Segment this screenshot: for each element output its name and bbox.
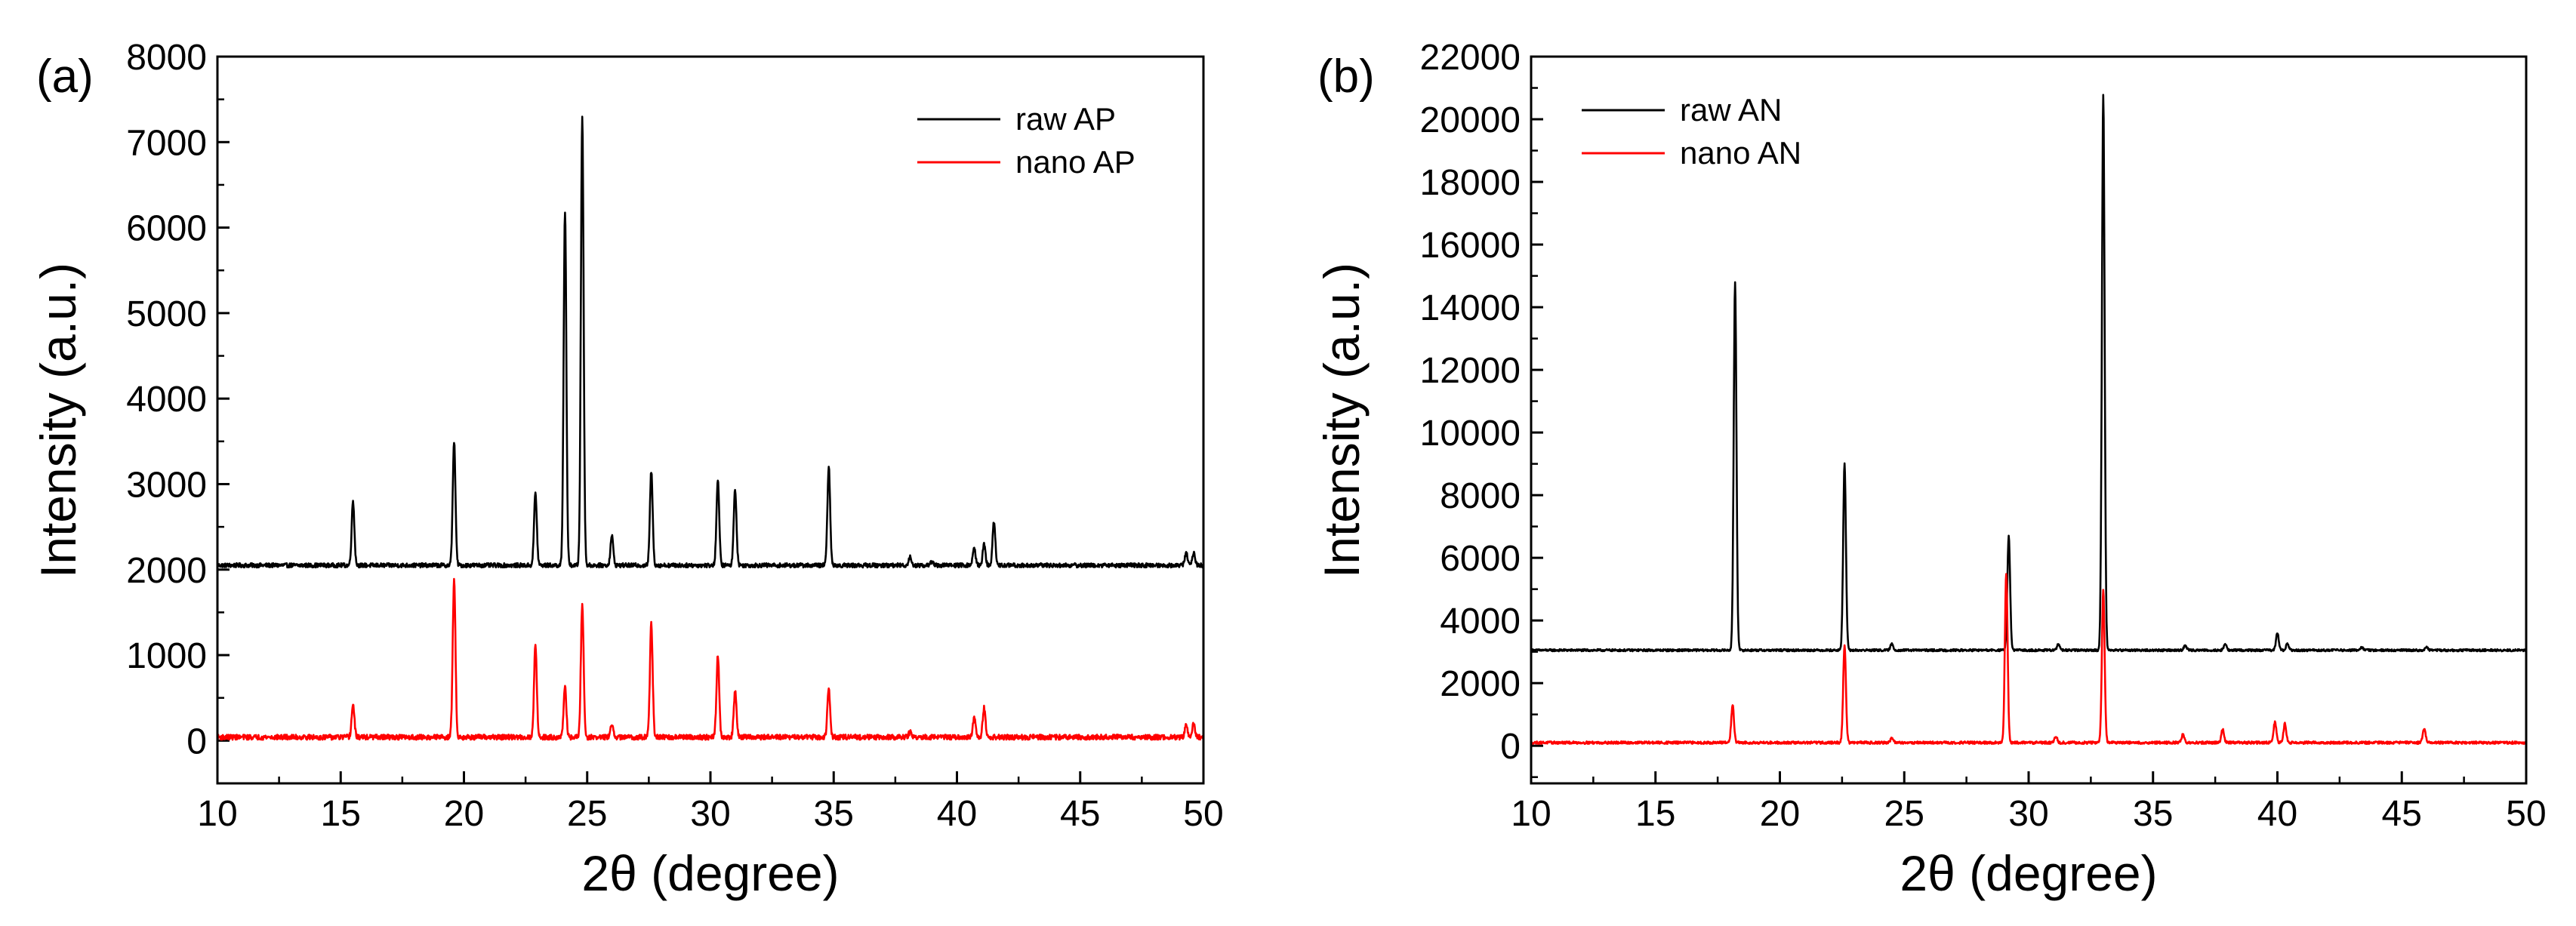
- legend-label-nano-an: nano AN: [1680, 135, 1801, 171]
- y-tick-label: 6000: [126, 209, 207, 249]
- panel-a-x-tick-labels: 10 15 20 25 30 35 40 45 50: [197, 794, 1223, 834]
- y-tick-label: 18000: [1420, 163, 1521, 203]
- x-tick-label: 45: [1060, 794, 1100, 834]
- y-tick-label: 5000: [126, 294, 207, 334]
- series-line-raw-an: [1530, 94, 2527, 653]
- x-tick-label: 45: [2382, 794, 2422, 834]
- x-tick-label: 25: [1884, 794, 1924, 834]
- y-tick-label: 8000: [1440, 476, 1521, 516]
- x-tick-label: 15: [1635, 794, 1675, 834]
- y-tick-label: 12000: [1420, 351, 1521, 391]
- y-tick-label: 3000: [126, 465, 207, 505]
- x-tick-label: 25: [567, 794, 607, 834]
- panel-b: (b) 0 2000 4000 6000 8000 10000 12000 14000 1600…: [1314, 38, 2547, 901]
- y-tick-label: 20000: [1420, 100, 1521, 140]
- panel-a-y-axis-title: Intensity (a.u.): [30, 263, 86, 578]
- panel-a-x-axis-title: 2θ (degree): [581, 845, 839, 901]
- x-tick-label: 40: [2257, 794, 2297, 834]
- x-tick-label: 50: [1183, 794, 1223, 834]
- x-tick-label: 50: [2506, 794, 2546, 834]
- legend-label-raw-ap: raw AP: [1015, 101, 1116, 137]
- y-tick-label: 4000: [1440, 601, 1521, 641]
- legend-label-nano-ap: nano AP: [1015, 144, 1135, 180]
- panel-b-legend: raw AN nano AN: [1582, 92, 1801, 171]
- panel-a: (a) 0 1000 2000 3000 4000 5000 6000 7000 8000 10…: [30, 38, 1224, 901]
- panel-b-label: (b): [1317, 51, 1375, 103]
- x-tick-label: 15: [321, 794, 361, 834]
- y-tick-label: 2000: [126, 551, 207, 591]
- y-tick-label: 6000: [1440, 539, 1521, 579]
- y-tick-label: 22000: [1420, 38, 1521, 78]
- x-tick-label: 40: [937, 794, 977, 834]
- x-tick-label: 30: [690, 794, 730, 834]
- panel-b-frame: [1530, 55, 2528, 785]
- panel-a-label: (a): [36, 51, 94, 103]
- y-tick-label: 2000: [1440, 664, 1521, 704]
- x-tick-label: 10: [1511, 794, 1551, 834]
- y-tick-label: 0: [186, 721, 207, 761]
- series-line-nano-an: [1530, 573, 2528, 745]
- series-line-nano-ap: [216, 577, 1205, 741]
- x-tick-label: 20: [1760, 794, 1800, 834]
- y-tick-label: 10000: [1420, 414, 1521, 454]
- y-tick-label: 4000: [126, 380, 207, 420]
- legend-label-raw-an: raw AN: [1680, 92, 1782, 128]
- panel-a-frame: [216, 55, 1205, 785]
- panel-b-x-axis-title: 2θ (degree): [1900, 845, 2157, 901]
- y-tick-label: 7000: [126, 123, 207, 163]
- y-tick-label: 16000: [1420, 226, 1521, 266]
- x-tick-label: 35: [2133, 794, 2173, 834]
- panel-a-series: [216, 115, 1205, 741]
- x-tick-label: 35: [814, 794, 854, 834]
- y-tick-label: 0: [1500, 727, 1521, 767]
- y-tick-label: 8000: [126, 38, 207, 78]
- panel-b-y-tick-labels: 0 2000 4000 6000 8000 10000 12000 14000 16000 180…: [1420, 38, 1521, 767]
- series-line-raw-ap: [216, 115, 1205, 569]
- panel-b-y-axis-title: Intensity (a.u.): [1314, 263, 1370, 578]
- panel-b-x-tick-labels: 10 15 20 25 30 35 40 45 50: [1511, 794, 2546, 834]
- y-tick-label: 14000: [1420, 288, 1521, 328]
- x-tick-label: 30: [2008, 794, 2048, 834]
- panel-b-series: [1530, 94, 2528, 745]
- y-tick-label: 1000: [126, 636, 207, 676]
- x-tick-label: 10: [197, 794, 237, 834]
- x-tick-label: 20: [444, 794, 484, 834]
- panel-a-legend: raw AP nano AP: [917, 101, 1135, 180]
- panel-a-y-tick-labels: 0 1000 2000 3000 4000 5000 6000 7000 8000: [126, 38, 207, 761]
